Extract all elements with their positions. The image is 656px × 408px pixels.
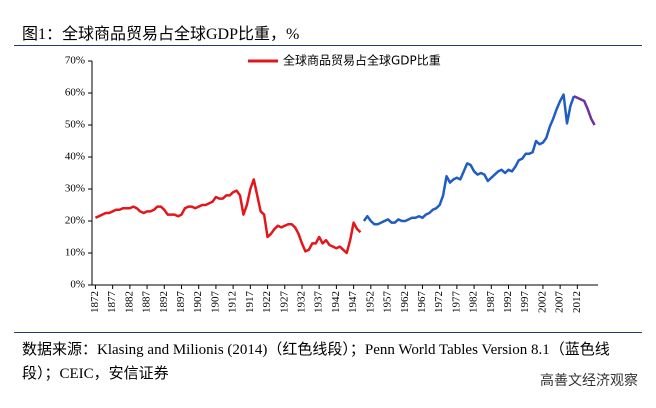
x-tick-label: 2002 [536, 291, 548, 313]
y-tick-label: 50% [65, 119, 85, 131]
y-tick-label: 30% [65, 183, 85, 195]
x-tick-label: 1952 [364, 291, 376, 313]
x-tick-label: 1872 [89, 291, 101, 313]
x-tick-label: 1932 [296, 291, 308, 313]
y-tick-label: 60% [65, 87, 85, 99]
series-line [362, 93, 576, 226]
x-tick-label: 1982 [468, 291, 480, 313]
legend-label: 全球商品贸易占全球GDP比重 [283, 53, 441, 68]
series-line [94, 178, 362, 255]
title: 图1：全球商品贸易占全球GDP比重，% [22, 26, 300, 43]
x-tick-label: 1997 [519, 291, 531, 314]
x-tick-label: 1897 [175, 291, 187, 314]
x-tick-label: 1992 [502, 291, 514, 313]
x-tick-label: 1927 [278, 291, 290, 314]
x-tick-label: 1892 [158, 291, 170, 313]
x-tick-label: 2007 [554, 291, 566, 314]
series-line [573, 95, 596, 126]
x-tick-label: 1937 [313, 291, 325, 314]
x-tick-label: 1962 [399, 291, 411, 313]
rule [14, 45, 642, 46]
x-tick-label: 1902 [192, 291, 204, 313]
y-tick-label: 70% [65, 55, 85, 67]
x-tick-label: 1887 [141, 291, 153, 314]
y-tick-label: 20% [65, 215, 85, 227]
x-tick-label: 1912 [227, 291, 239, 313]
chart: 0% 10% 20% 30% 40% 50% 60% 70% 1872 1877 1882 1887 1… [65, 53, 598, 314]
x-tick-label: 1947 [347, 291, 359, 314]
x-tick-label: 1877 [106, 291, 118, 314]
watermark: 高善文经济观察 [540, 370, 638, 390]
x-tick-label: 1987 [485, 290, 497, 313]
x-tick-label: 1972 [433, 291, 445, 313]
rule [14, 332, 642, 333]
x-tick-label: 1882 [123, 291, 135, 313]
y-tick-label: 40% [65, 151, 85, 163]
x-tick-label: 1917 [244, 291, 256, 314]
x-tick-label: 1967 [416, 291, 428, 314]
x-tick-label: 1907 [209, 291, 221, 314]
y-tick-label: 0% [70, 279, 85, 291]
y-tick-label: 10% [65, 247, 85, 259]
x-tick-label: 1977 [450, 291, 462, 314]
x-tick-label: 1922 [261, 291, 273, 313]
x-tick-label: 1957 [382, 291, 394, 314]
x-tick-label: 2012 [571, 291, 583, 313]
source: 数据来源：Klasing and Milionis (2014)（红色线段）；P… [22, 342, 610, 382]
x-tick-label: 1942 [330, 291, 342, 313]
